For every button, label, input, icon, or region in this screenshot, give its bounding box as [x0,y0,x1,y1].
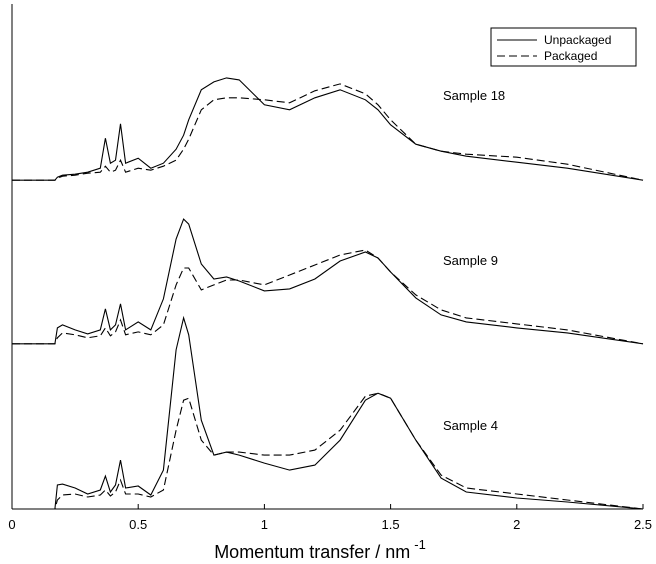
series-line [12,218,644,345]
series-line [12,83,644,181]
x-axis-title: Momentum transfer / nm -1 [214,537,426,562]
x-axis-title-superscript: -1 [414,537,426,552]
sample-label: Sample 9 [443,253,498,268]
x-tick-label: 2 [513,517,520,532]
x-tick-label: 2.5 [634,517,652,532]
legend-label: Packaged [544,49,597,63]
x-tick-label: 1 [261,517,268,532]
series-line [12,315,644,510]
sample-label: Sample 18 [443,88,505,103]
series-line [12,249,644,345]
x-axis-title-text: Momentum transfer / nm [214,542,410,562]
x-tick-label: 0 [8,517,15,532]
legend-label: Unpackaged [544,33,611,47]
x-tick-label: 0.5 [129,517,147,532]
legend [490,27,637,67]
sample-label: Sample 4 [443,418,498,433]
series-line [12,77,644,181]
series-line [12,392,644,510]
x-tick-label: 1.5 [382,517,400,532]
